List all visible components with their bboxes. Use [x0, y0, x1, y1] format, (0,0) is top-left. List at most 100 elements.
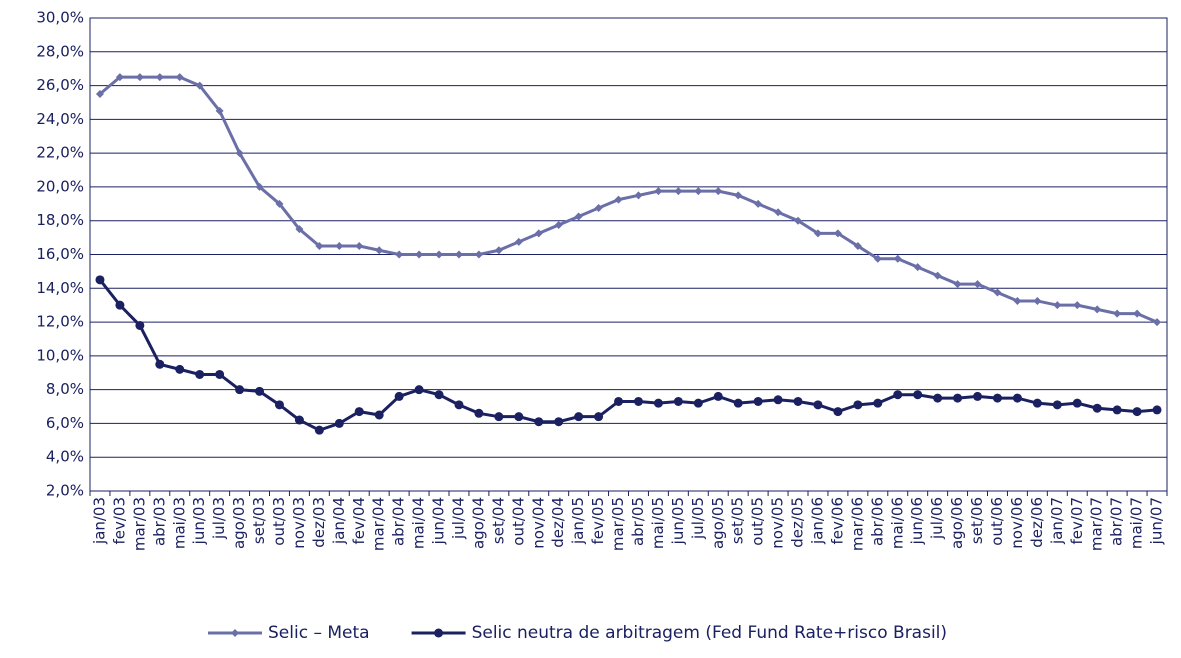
- x-tick-label: set/04: [489, 497, 507, 544]
- x-tick-label: mar/05: [609, 497, 627, 551]
- marker: [335, 242, 344, 251]
- marker: [375, 246, 384, 255]
- marker: [753, 396, 763, 406]
- series-line: [99, 75, 1158, 324]
- marker: [913, 390, 923, 400]
- marker: [314, 425, 324, 435]
- marker: [734, 191, 743, 200]
- y-tick-label: 22,0%: [36, 144, 84, 162]
- y-tick-label: 26,0%: [36, 76, 84, 94]
- marker: [474, 250, 483, 259]
- marker: [494, 246, 503, 255]
- marker: [714, 187, 723, 196]
- x-tick-label: nov/03: [290, 497, 308, 549]
- marker: [773, 395, 783, 405]
- x-tick-label: out/05: [749, 497, 767, 546]
- marker: [574, 412, 584, 422]
- x-tick-label: fev/06: [828, 497, 846, 545]
- marker: [1092, 403, 1102, 413]
- marker: [474, 408, 484, 418]
- x-tick-label: jan/06: [808, 497, 826, 545]
- marker: [633, 396, 643, 406]
- x-tick-label: dez/04: [549, 497, 567, 548]
- y-tick-label: 12,0%: [36, 313, 84, 331]
- x-tick-label: out/06: [988, 497, 1006, 546]
- x-tick-label: ago/04: [469, 497, 487, 549]
- y-tick-label: 16,0%: [36, 245, 84, 263]
- x-tick-label: ago/03: [230, 497, 248, 549]
- marker: [833, 407, 843, 417]
- x-tick-label: nov/05: [769, 497, 787, 549]
- marker: [933, 393, 943, 403]
- marker: [454, 250, 463, 259]
- marker: [334, 418, 344, 428]
- marker: [574, 212, 583, 221]
- marker: [693, 398, 703, 408]
- x-tick-label: mai/05: [649, 497, 667, 549]
- marker: [175, 364, 185, 374]
- x-tick-label: abr/04: [390, 497, 408, 546]
- y-tick-label: 30,0%: [36, 9, 84, 27]
- y-tick-label: 18,0%: [36, 211, 84, 229]
- x-tick-label: abr/03: [150, 497, 168, 546]
- y-tick-label: 14,0%: [36, 279, 84, 297]
- x-tick-label: set/06: [968, 497, 986, 544]
- marker: [95, 90, 104, 99]
- marker: [175, 73, 184, 82]
- marker: [554, 220, 563, 229]
- marker: [893, 390, 903, 400]
- marker: [973, 280, 982, 289]
- x-tick-label: mai/03: [170, 497, 188, 549]
- marker: [95, 275, 105, 285]
- marker: [953, 393, 963, 403]
- x-tick-label: fev/04: [350, 497, 368, 545]
- marker: [1033, 296, 1042, 305]
- marker: [614, 195, 623, 204]
- x-tick-label: jul/06: [928, 497, 946, 540]
- x-tick-label: fev/03: [110, 497, 128, 545]
- x-tick-label: fev/07: [1068, 497, 1086, 545]
- marker: [355, 242, 364, 251]
- x-tick-label: mar/07: [1088, 497, 1106, 551]
- marker: [155, 73, 164, 82]
- marker: [1012, 393, 1022, 403]
- marker: [155, 359, 165, 369]
- marker: [1053, 301, 1062, 310]
- marker: [634, 191, 643, 200]
- marker: [1013, 296, 1022, 305]
- marker: [1133, 309, 1142, 318]
- marker: [973, 391, 983, 401]
- x-tick-label: fev/05: [589, 497, 607, 545]
- x-tick-label: jan/03: [90, 497, 108, 545]
- marker: [813, 400, 823, 410]
- marker: [534, 417, 544, 427]
- marker: [215, 106, 224, 115]
- x-tick-label: jun/03: [190, 497, 208, 545]
- x-tick-label: jun/05: [669, 497, 687, 545]
- x-tick-label: set/03: [250, 497, 268, 544]
- x-tick-label: jul/04: [449, 497, 467, 540]
- marker: [774, 208, 783, 217]
- marker: [754, 199, 763, 208]
- marker: [354, 407, 364, 417]
- x-tick-label: jan/04: [330, 497, 348, 545]
- marker: [235, 385, 245, 395]
- marker: [653, 398, 663, 408]
- marker: [454, 400, 464, 410]
- legend-marker: [231, 629, 239, 637]
- marker: [494, 412, 504, 422]
- marker: [1072, 398, 1082, 408]
- x-tick-label: dez/05: [789, 497, 807, 548]
- marker: [993, 288, 1002, 297]
- marker: [873, 398, 883, 408]
- marker: [195, 369, 205, 379]
- marker: [215, 369, 225, 379]
- marker: [833, 229, 842, 238]
- marker: [415, 250, 424, 259]
- x-tick-label: mar/03: [130, 497, 148, 551]
- marker: [255, 386, 265, 396]
- marker: [255, 182, 264, 191]
- marker: [1112, 405, 1122, 415]
- x-tick-label: jun/04: [430, 497, 448, 545]
